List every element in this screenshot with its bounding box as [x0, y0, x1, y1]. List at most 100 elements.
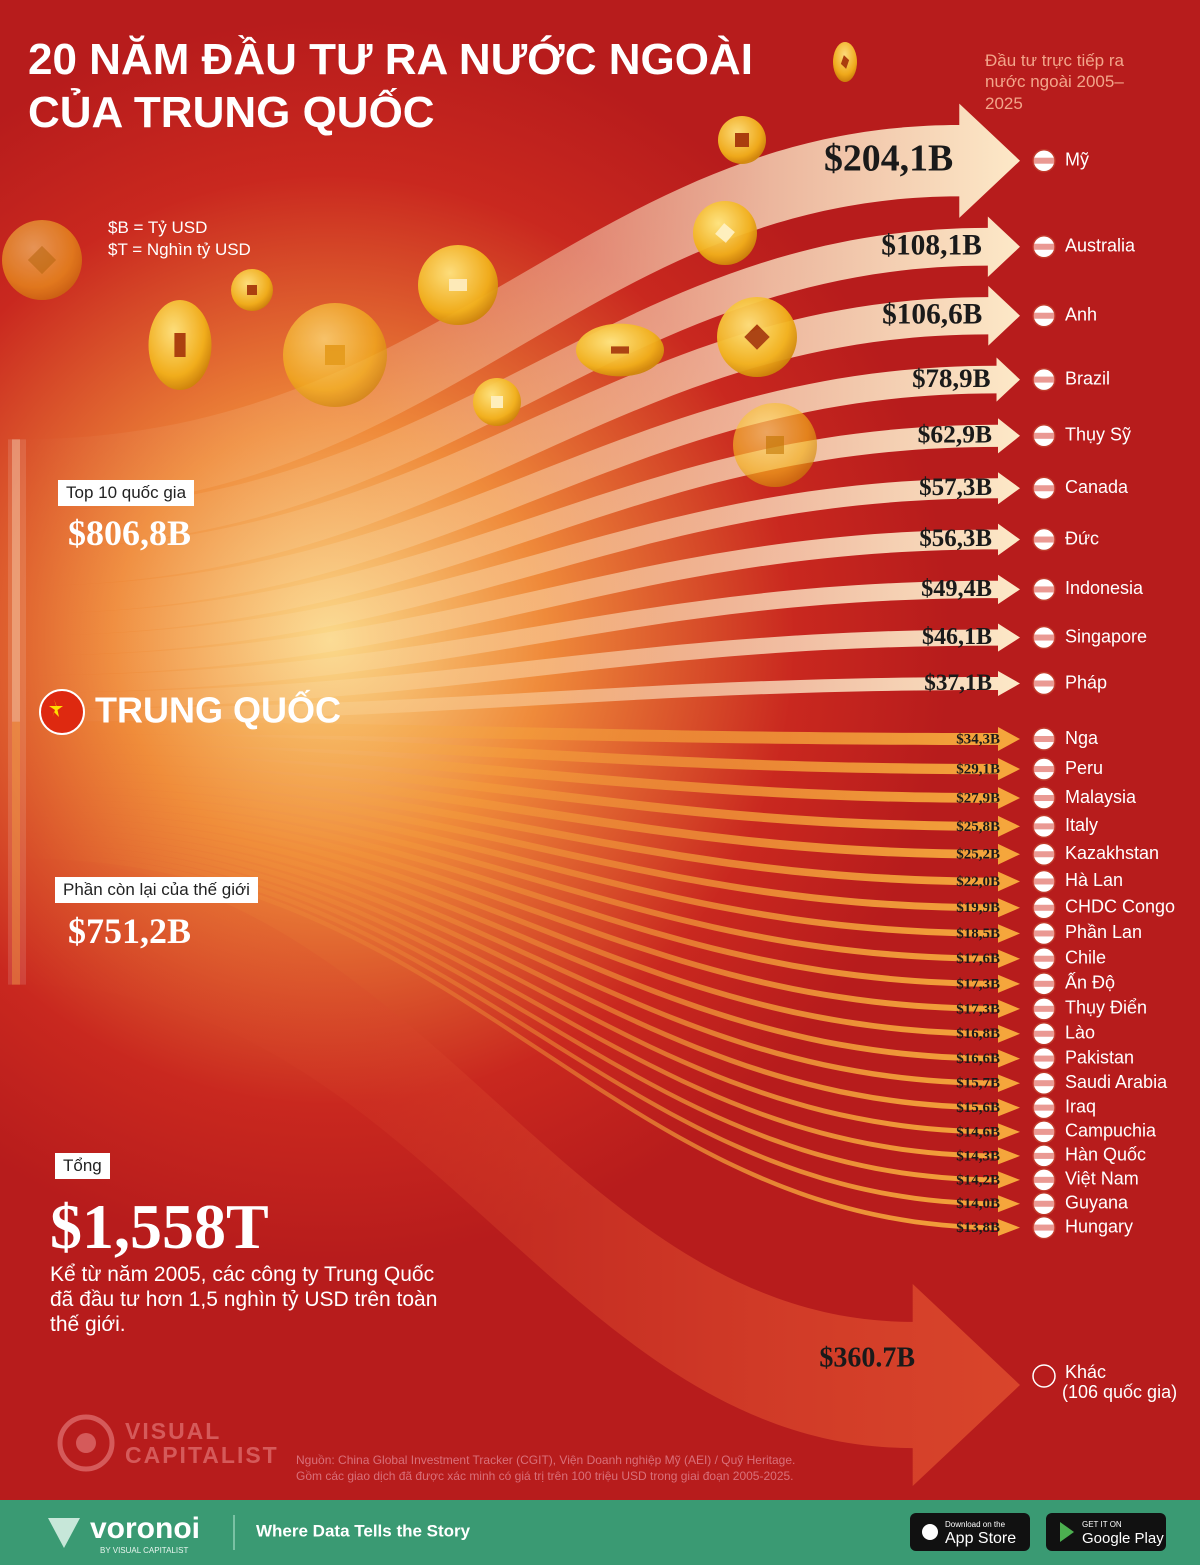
flag-stripe — [1033, 1080, 1055, 1087]
logo-text: VISUAL — [125, 1418, 222, 1444]
country-label: Mỹ — [1065, 149, 1089, 169]
country-label: Malaysia — [1065, 787, 1137, 807]
flag-stripe — [1033, 955, 1055, 962]
flag-stripe — [1033, 823, 1055, 830]
logo-mark — [57, 1414, 115, 1472]
country-label: Italy — [1065, 815, 1098, 835]
country-label: Saudi Arabia — [1065, 1072, 1168, 1092]
flag-stripe — [1033, 586, 1055, 593]
flow-arrow — [20, 721, 1020, 752]
flag-stripe — [1033, 736, 1055, 743]
value-label: $14,2B — [956, 1172, 1000, 1188]
source-label: TRUNG QUỐC — [95, 689, 341, 731]
flag-stripe — [1033, 680, 1055, 687]
total-label: Tổng — [55, 1153, 110, 1179]
title: 20 NĂM ĐẦU TƯ RA NƯỚC NGOÀI CỦA TRUNG QU… — [28, 35, 753, 137]
badge-large[interactable]: Google Play — [1082, 1530, 1164, 1547]
country-label: Ấn Độ — [1065, 972, 1115, 993]
globe-icon — [1032, 1364, 1056, 1388]
value-label: $25,8B — [956, 819, 1000, 835]
country-label: Canada — [1065, 477, 1129, 497]
value-label: $16,6B — [956, 1051, 1000, 1067]
country-label: Guyana — [1065, 1193, 1129, 1213]
value-label: $14,6B — [956, 1124, 1000, 1140]
logo-text: CAPITALIST — [125, 1442, 279, 1468]
value-label: $16,8B — [956, 1026, 1000, 1042]
badge-large[interactable]: App Store — [945, 1530, 1016, 1547]
total-value: $1,558T — [50, 1191, 269, 1262]
source-note: Nguồn: China Global Investment Tracker (… — [296, 1453, 796, 1467]
flag-stripe — [1033, 1128, 1055, 1135]
flag-stripe — [1033, 851, 1055, 858]
flow-arrow — [20, 743, 1020, 809]
flag-stripe — [1033, 980, 1055, 987]
units-note: $B = Tỷ USD — [108, 218, 208, 237]
country-label: Hàn Quốc — [1065, 1145, 1146, 1165]
flow-arrow — [20, 574, 1020, 693]
flag-stripe — [1033, 634, 1055, 641]
flow-arrow — [20, 671, 1020, 722]
value-label: $27,9B — [956, 790, 1000, 806]
country-label: Peru — [1065, 758, 1103, 778]
country-label: Đức — [1065, 528, 1099, 548]
country-label: Chile — [1065, 947, 1106, 967]
brand-sub: BY VISUAL CAPITALIST — [100, 1546, 188, 1555]
source-segment — [12, 439, 20, 722]
value-label: $14,0B — [956, 1196, 1000, 1212]
badge-small: Download on the — [945, 1520, 1006, 1529]
china-flag — [39, 689, 85, 735]
flag-stripe — [1033, 1152, 1055, 1159]
value-label: $106,6B — [882, 298, 982, 330]
badge-small: GET IT ON — [1082, 1520, 1122, 1529]
flag-stripe — [1033, 536, 1055, 543]
flows — [8, 103, 1020, 1486]
value-label: $37,1B — [924, 670, 992, 696]
country-label: Australia — [1065, 236, 1136, 256]
source-note: Gồm các giao dịch đã được xác minh có gi… — [296, 1469, 794, 1483]
value-label: $46,1B — [922, 624, 992, 650]
flag-stripe — [1033, 930, 1055, 937]
value-label: $49,4B — [921, 575, 992, 602]
value-label: $360.7B — [819, 1342, 915, 1373]
flag-stripe — [1033, 1104, 1055, 1111]
value-label: $56,3B — [919, 525, 992, 552]
country-label: Lào — [1065, 1023, 1095, 1043]
country-label: Hungary — [1065, 1216, 1133, 1236]
flag-stripe — [1033, 1176, 1055, 1183]
value-label: $108,1B — [881, 230, 982, 262]
value-label: $57,3B — [919, 474, 992, 501]
flow-arrow — [20, 623, 1020, 709]
flag-stripe — [1033, 1030, 1055, 1037]
group-label: Top 10 quốc gia — [58, 480, 195, 506]
country-label: Pháp — [1065, 672, 1107, 692]
country-label: Nga — [1065, 728, 1099, 748]
group-label: Phần còn lại của thế giới — [55, 877, 258, 903]
value-label: $15,7B — [956, 1076, 1000, 1092]
value-label: $78,9B — [912, 363, 991, 393]
flag-stripe — [1033, 243, 1055, 250]
value-label: $29,1B — [956, 761, 1000, 777]
flag-stripe — [1033, 312, 1055, 319]
country-label: Pakistan — [1065, 1047, 1134, 1067]
flag-stripe — [1033, 795, 1055, 802]
flag-stripe — [1033, 432, 1055, 439]
country-label: Indonesia — [1065, 578, 1144, 598]
country-label: Singapore — [1065, 626, 1147, 646]
flow-arrow — [20, 103, 1020, 511]
units-note: $T = Nghìn tỷ USD — [108, 240, 251, 259]
country-label: Anh — [1065, 304, 1097, 324]
tagline: Where Data Tells the Story — [256, 1521, 471, 1540]
brand: voronoi — [90, 1512, 200, 1545]
value-label: $14,3B — [956, 1148, 1000, 1164]
coins — [2, 42, 858, 487]
subtitle: Đầu tư trực tiếp ra nước ngoài 2005–2025 — [985, 51, 1124, 113]
value-label: $62,9B — [918, 420, 992, 449]
flag-stripe — [1033, 1055, 1055, 1062]
flow-arrow — [20, 771, 1020, 892]
group-value: $751,2B — [68, 911, 192, 951]
country-label: Thụy Điển — [1065, 998, 1147, 1018]
